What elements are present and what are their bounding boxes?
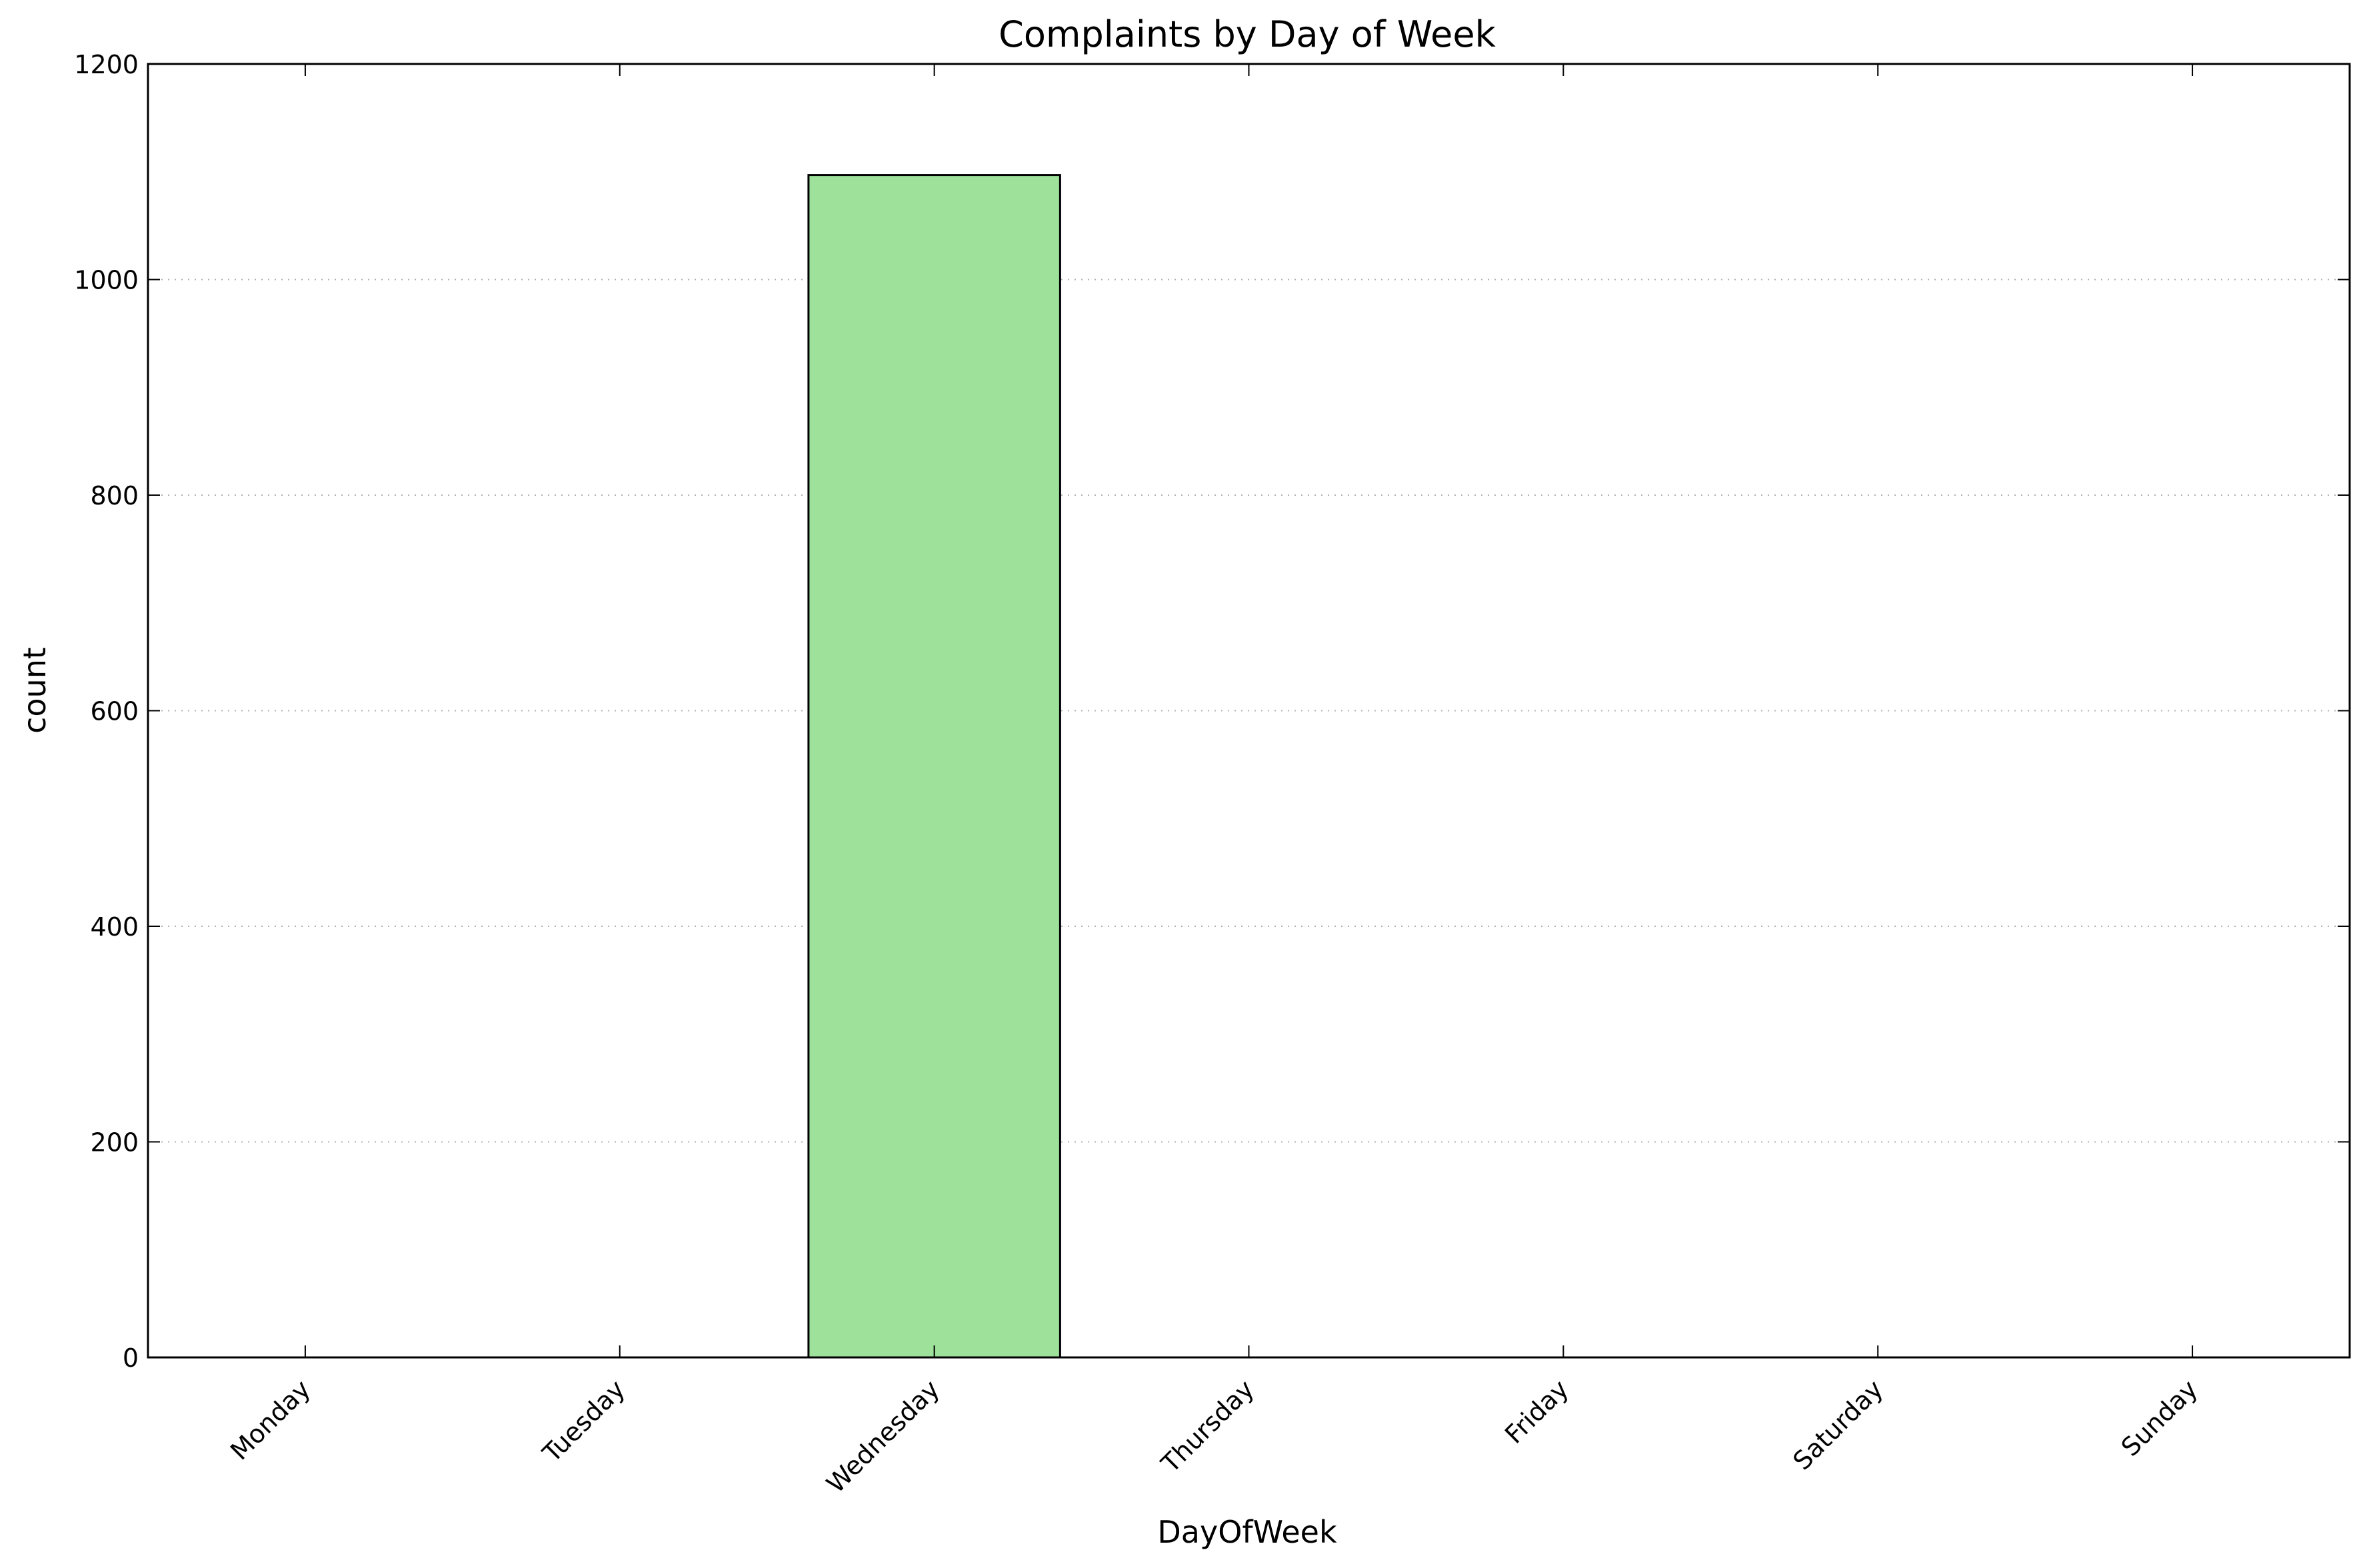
x-axis-label: DayOfWeek [1157,1514,1337,1550]
gridlines [148,279,2350,1143]
x-tick-label: Wednesday [821,1374,945,1499]
y-tick-label: 800 [90,481,139,510]
y-tick-label: 200 [90,1128,139,1158]
y-tick-label: 0 [123,1343,139,1373]
y-tick-label: 1200 [74,50,139,79]
x-tick-label: Saturday [1787,1374,1888,1475]
x-tick-label: Friday [1499,1374,1574,1449]
x-tick-label: Sunday [2116,1374,2204,1462]
y-tick-label: 1000 [74,266,139,295]
chart-title: Complaints by Day of Week [999,13,1496,55]
bar-wednesday [807,174,1061,1359]
plot-frame [147,63,2351,1359]
x-tick-label: Thursday [1155,1374,1260,1479]
x-tick-label: Monday [225,1374,316,1465]
bars [807,174,1061,1359]
y-tick-label: 400 [90,912,139,942]
axis-ticks: 0 200 400 600 800 1000 1200 Monday Tuesday Wednes… [74,50,2350,1499]
y-axis-label: count [17,647,53,734]
x-tick-label: Tuesday [537,1374,631,1468]
y-tick-label: 600 [90,697,139,726]
